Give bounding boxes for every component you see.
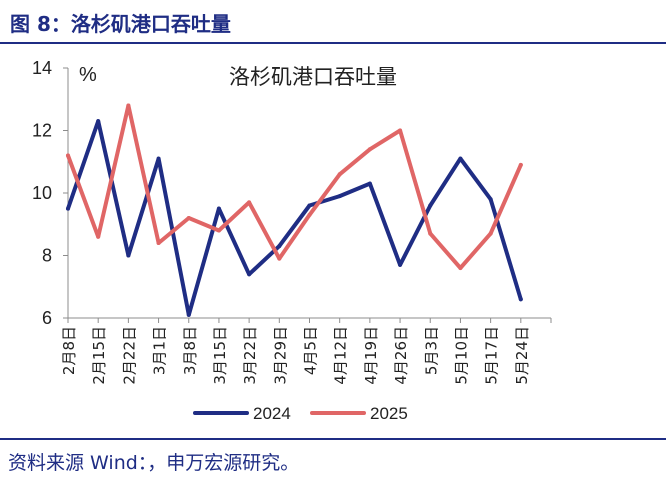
data-point-2024 xyxy=(458,156,463,161)
x-tick-label: 5月10日 xyxy=(452,326,470,385)
data-point-2025 xyxy=(428,231,433,236)
x-tick-label: 3月22日 xyxy=(241,326,259,385)
data-point-2024 xyxy=(247,272,252,277)
y-tick-label: 8 xyxy=(42,246,52,266)
data-point-2024 xyxy=(367,181,372,186)
data-point-2025 xyxy=(458,266,463,270)
x-tick-label: 4月5日 xyxy=(302,326,320,375)
x-tick-label: 2月8日 xyxy=(60,326,78,375)
data-point-2024 xyxy=(126,253,131,258)
x-tick-label: 4月12日 xyxy=(332,326,350,385)
data-point-2025 xyxy=(156,241,161,245)
data-point-2025 xyxy=(186,216,191,220)
x-tick-label: 3月15日 xyxy=(211,326,229,385)
data-point-2024 xyxy=(186,312,191,317)
data-point-2024 xyxy=(398,262,403,267)
x-tick-label: 4月26日 xyxy=(392,326,410,385)
source-note: 资料来源 Wind：，申万宏源研究。 xyxy=(8,452,300,474)
x-tick-label: 2月15日 xyxy=(90,326,108,385)
data-point-2024 xyxy=(307,203,312,208)
data-point-2025 xyxy=(96,234,101,239)
series-group xyxy=(66,103,523,317)
title-rule xyxy=(0,42,666,44)
x-tick-label: 5月17日 xyxy=(483,326,501,385)
legend-label-2024: 2024 xyxy=(253,404,291,423)
data-point-2025 xyxy=(277,256,282,261)
y-unit-label: % xyxy=(79,64,97,86)
data-point-2025 xyxy=(307,212,312,217)
series-line-2024 xyxy=(66,119,523,317)
y-tick-label: 12 xyxy=(32,121,52,141)
legend-label-2025: 2025 xyxy=(370,404,408,423)
data-point-2025 xyxy=(488,231,493,236)
data-point-2025 xyxy=(216,228,221,233)
axes: 6 8 10 12 14 2月8日 2月15日 2月22日 3月1日 3月8日 3月15日 3月22日… xyxy=(32,58,552,385)
data-point-2024 xyxy=(277,244,282,249)
data-point-2025 xyxy=(398,128,403,133)
series-line-2025 xyxy=(66,103,523,270)
data-point-2024 xyxy=(156,156,161,161)
data-point-2024 xyxy=(518,297,523,302)
x-tick-label: 5月3日 xyxy=(422,326,440,375)
chart-title: 洛杉矶港口吞吐量 xyxy=(229,65,397,89)
y-tick-label: 6 xyxy=(42,308,52,328)
figure-title: 图 8：洛杉矶港口吞吐量 xyxy=(10,12,231,36)
data-point-2025 xyxy=(367,147,372,152)
data-point-2025 xyxy=(126,103,131,108)
data-point-2024 xyxy=(96,119,101,124)
x-tick-label: 3月29日 xyxy=(271,326,289,385)
line-chart: 6 8 10 12 14 2月8日 2月15日 2月22日 3月1日 3月8日 3月15日 3月22日… xyxy=(32,58,552,423)
x-tick-label: 3月1日 xyxy=(151,326,169,375)
legend: 2024 2025 xyxy=(193,404,408,423)
x-tick-label: 2月22日 xyxy=(120,326,138,385)
data-point-2025 xyxy=(518,162,523,167)
data-point-2024 xyxy=(428,203,433,208)
data-point-2024 xyxy=(216,206,221,211)
data-point-2024 xyxy=(337,194,342,199)
source-rule xyxy=(0,438,666,440)
y-tick-label: 14 xyxy=(32,58,52,78)
data-point-2024 xyxy=(66,206,70,211)
data-point-2025 xyxy=(337,172,342,177)
y-tick-label: 10 xyxy=(32,183,52,203)
x-tick-label: 5月24日 xyxy=(513,326,531,385)
x-tick-label: 4月19日 xyxy=(362,326,380,385)
data-point-2025 xyxy=(247,200,252,205)
x-tick-label: 3月8日 xyxy=(181,326,199,375)
data-point-2025 xyxy=(66,153,70,158)
data-point-2024 xyxy=(488,197,493,202)
